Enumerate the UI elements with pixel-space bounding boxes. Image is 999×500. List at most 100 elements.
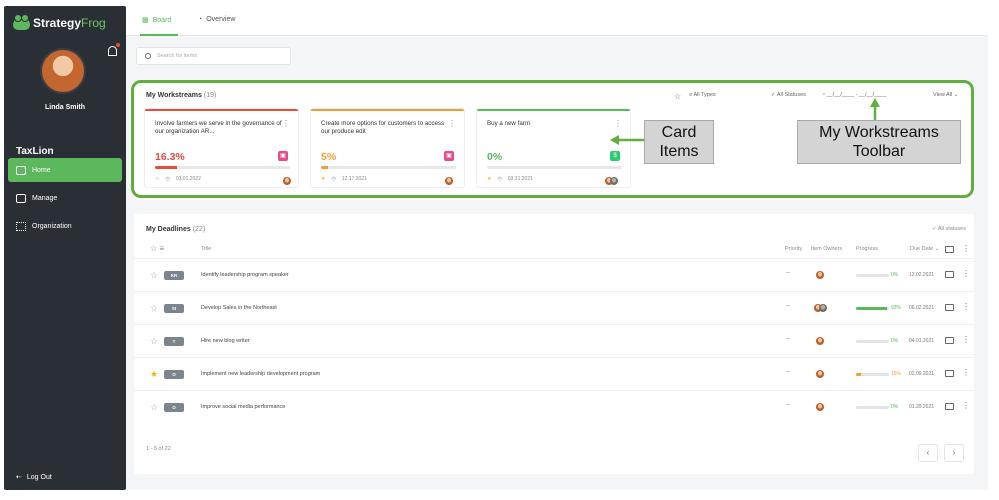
star-icon[interactable]: ☆ [150, 402, 159, 412]
card-items-callout: Card Items [644, 120, 714, 164]
more-menu-icon[interactable]: ⋮ [614, 119, 622, 128]
table-row[interactable]: ☆ O Improve social media performance -- 0% 01… [134, 390, 974, 423]
clock-icon: ◷ [331, 176, 336, 182]
star-icon[interactable]: ☆ [150, 270, 159, 280]
star-icon[interactable]: ☆ [150, 303, 159, 313]
table-row[interactable]: ★ O Implement new leadership development p… [134, 357, 974, 390]
column-due-date[interactable]: Due Date ⌄ [910, 246, 940, 252]
row-title[interactable]: Implement new leadership development pro… [201, 371, 321, 377]
deadlines-title: My Deadlines (22) [146, 226, 206, 233]
table-row[interactable]: ☆ T Hire new blog writer -- 0% 04.01.2021 ⋮ [134, 324, 974, 357]
table-row[interactable]: ☆ KR Identify leadership program speaker --… [134, 258, 974, 291]
item-type-badge: KR [164, 271, 184, 280]
priority-value[interactable]: -- [786, 369, 790, 375]
progress-percent: 0% [891, 272, 899, 278]
favorite-star-icon[interactable]: ☆ [674, 92, 682, 101]
sidebar-item-home[interactable]: Home [8, 158, 122, 182]
row-title[interactable]: Hire new blog writer [201, 338, 250, 344]
date-range-filter[interactable]: ▫ __/__/____ - __/__/____ [823, 92, 887, 98]
checkbox-icon [16, 193, 26, 203]
table-row[interactable]: ☆ SI Develop Sales in the Northeast -- 93% 06… [134, 291, 974, 324]
avatar[interactable] [816, 403, 824, 411]
due-date: 04.01.2021 [909, 338, 935, 344]
next-page-button[interactable]: › [944, 444, 964, 462]
priority-value[interactable]: -- [786, 336, 790, 342]
avatar[interactable] [816, 271, 824, 279]
progress-percent: 0% [891, 404, 899, 410]
card-accent-bar [477, 109, 630, 111]
star-icon[interactable]: ☆ [155, 176, 160, 182]
avatar[interactable] [816, 337, 824, 345]
tab-board[interactable]: ▦ Board [142, 16, 172, 25]
workstreams-panel: My Workstreams (19) ☆ ≡ All Types ✓ All … [134, 82, 974, 200]
calendar-icon[interactable] [945, 271, 954, 278]
status-filter[interactable]: ✓ All statuses [932, 226, 966, 232]
types-filter[interactable]: ≡ All Types [689, 92, 716, 98]
avatar[interactable] [814, 304, 822, 312]
due-date: 06.02.2021 [909, 305, 935, 311]
row-title[interactable]: Improve social media performance [201, 404, 286, 410]
column-title[interactable]: Title [201, 246, 212, 252]
previous-page-button[interactable]: ‹ [918, 444, 938, 462]
due-date: 12.02.2021 [909, 272, 935, 278]
more-menu-icon[interactable]: ⋮ [962, 269, 970, 278]
avatar[interactable] [283, 177, 291, 185]
card-accent-bar [311, 109, 464, 111]
calendar-icon[interactable] [945, 337, 954, 344]
card-title: Involve farmers we serve in the governan… [155, 120, 282, 135]
progress-bar [856, 340, 889, 343]
avatar[interactable] [816, 370, 824, 378]
progress-percent: 0% [891, 338, 899, 344]
star-icon[interactable]: ★ [321, 176, 326, 182]
row-title[interactable]: Develop Sales in the Northeast [201, 305, 277, 311]
workstream-card[interactable]: Create more options for customers to acc… [310, 108, 465, 188]
workstream-card[interactable]: Involve farmers we serve in the governan… [144, 108, 299, 188]
more-menu-icon[interactable]: ⋮ [282, 119, 290, 128]
more-menu-icon[interactable]: ⋮ [962, 368, 970, 377]
progress-fill [856, 307, 887, 310]
user-avatar[interactable] [40, 48, 86, 94]
star-icon[interactable]: ☆ [150, 336, 159, 346]
pagination-info: 1 - 5 of 22 [146, 446, 171, 452]
category-badge-icon: ▣ [278, 151, 288, 161]
column-progress[interactable]: Progress [856, 246, 879, 252]
card-footer: ☆ ◷ 03.01.2022 [155, 176, 201, 182]
avatar[interactable] [610, 177, 618, 185]
more-menu-icon[interactable]: ⋮ [962, 335, 970, 344]
workstream-card[interactable]: Buy a new farm ⋮ 0% $ ★ ◷ 03.31.2021 [476, 108, 631, 188]
star-column-icon[interactable]: ☆ ≡ [150, 244, 165, 253]
search-input[interactable]: Search for items [136, 47, 291, 65]
more-menu-icon[interactable]: ⋮ [962, 302, 970, 311]
item-type-badge: O [164, 370, 184, 379]
logout-button[interactable]: ⇠ Log Out [16, 473, 52, 482]
sidebar-item-organization[interactable]: Organization [8, 214, 122, 238]
star-icon[interactable]: ★ [487, 176, 492, 182]
avatar[interactable] [819, 304, 827, 312]
priority-value[interactable]: -- [786, 303, 790, 309]
app-logo[interactable]: StrategyFrog [13, 13, 106, 30]
progress-bar [856, 274, 889, 277]
avatar[interactable] [605, 177, 613, 185]
row-title[interactable]: Identify leadership program speaker [201, 272, 289, 278]
org-chart-icon [16, 221, 26, 231]
more-menu-icon[interactable]: ⋮ [962, 244, 970, 253]
statuses-filter[interactable]: ✓ All Statuses [771, 92, 806, 98]
more-menu-icon[interactable]: ⋮ [962, 401, 970, 410]
priority-value[interactable]: -- [786, 270, 790, 276]
star-icon[interactable]: ★ [150, 369, 159, 379]
column-item-owners[interactable]: Item Owners [811, 246, 843, 252]
priority-value[interactable]: -- [786, 402, 790, 408]
tab-overview[interactable]: ◔ Overview [198, 16, 236, 23]
avatar[interactable] [445, 177, 453, 185]
column-priority[interactable]: Priority [785, 246, 803, 252]
more-menu-icon[interactable]: ⋮ [448, 119, 456, 128]
top-tabs-bar: ▦ Board ◔ Overview [126, 6, 988, 36]
calendar-icon[interactable] [945, 370, 954, 377]
view-all-button[interactable]: View All ⌄ [933, 92, 959, 98]
sidebar-item-manage[interactable]: Manage [8, 186, 122, 210]
calendar-icon[interactable] [945, 246, 954, 253]
calendar-icon[interactable] [945, 304, 954, 311]
calendar-icon[interactable] [945, 403, 954, 410]
card-footer: ★ ◷ 03.31.2021 [487, 176, 533, 182]
notification-bell-icon[interactable] [108, 43, 120, 56]
